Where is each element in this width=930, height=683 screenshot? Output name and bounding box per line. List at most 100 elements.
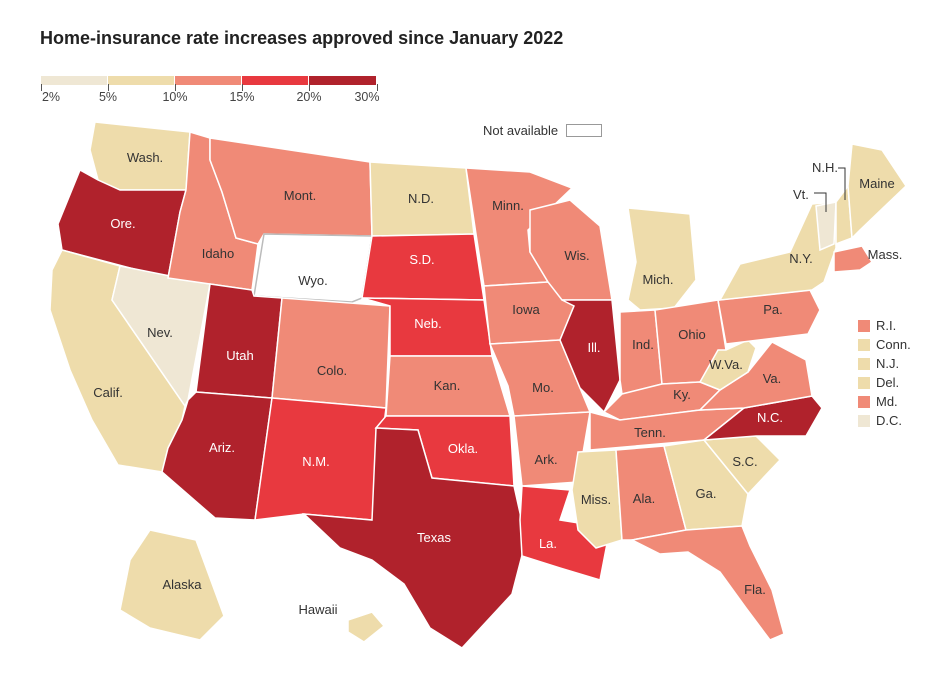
small-state-label: Del. [876,375,900,390]
state-label-me: Maine [859,176,894,191]
state-label-co: Colo. [317,363,347,378]
small-state-label: Md. [876,394,898,409]
state-label-nv: Nev. [147,325,173,340]
state-il [559,299,621,414]
state-label-pa: Pa. [763,302,783,317]
legend-tick-label: 10% [162,90,188,104]
small-state-label: D.C. [876,413,902,428]
state-label-ms: Miss. [581,492,611,507]
state-ut [195,283,283,399]
small-state-swatch [858,377,870,389]
state-fl [629,525,785,641]
legend-bin-5 [309,76,376,85]
small-state-label: Conn. [876,337,911,352]
state-ak [119,529,225,641]
state-label-az: Ariz. [209,440,235,455]
small-state-dc: D.C. [858,413,930,429]
state-wv [698,339,757,391]
state-label-mn: Minn. [492,198,524,213]
legend-tick [108,84,109,91]
map-title: Home-insurance rate increases approved s… [40,28,564,48]
state-label-nc: N.C. [757,410,783,425]
state-ny [718,201,837,301]
state-hi [347,611,386,643]
not-available-swatch [566,124,602,137]
state-label-hi: Hawaii [298,602,337,617]
state-label-wv: W.Va. [709,357,743,372]
state-label-sc: S.C. [732,454,757,469]
small-state-swatch [858,339,870,351]
leader-line [838,167,846,200]
state-label-wy: Wyo. [298,273,328,288]
state-sd [361,233,485,301]
legend-tick-label: 5% [98,90,118,104]
small-state-md: Md. [858,394,930,410]
state-label-la: La. [539,536,557,551]
small-state-label: N.J. [876,356,900,371]
small-state-swatch [858,396,870,408]
legend-tick-label: 15% [229,90,255,104]
small-state-label: R.I. [876,318,897,333]
state-label-tn: Tenn. [634,425,666,440]
legend-tick [377,84,378,91]
legend-bin-3 [175,76,241,85]
legend-bin-2 [108,76,174,85]
small-state-swatch [858,320,870,332]
state-label-va: Va. [763,371,782,386]
state-label-ny: N.Y. [789,251,813,266]
state-tx [301,427,527,649]
state-label-vt: Vt. [793,187,809,202]
state-label-ma: Mass. [868,247,903,262]
small-state-de: Del. [858,375,930,391]
small-state-ri: R.I. [858,318,930,334]
state-label-ut: Utah [226,348,253,363]
state-label-oh: Ohio [678,327,705,342]
state-label-id: Idaho [202,246,235,261]
state-label-ne: Neb. [414,316,441,331]
state-label-nh: N.H. [812,160,838,175]
legend-bin-1 [41,76,107,85]
color-legend: 2% 5% 10% 15% 20% 30% [41,76,380,110]
small-state-nj: N.J. [858,356,930,372]
state-ma [833,245,874,273]
state-label-tx: Texas [417,530,451,545]
legend-tick-label: 2% [41,90,61,104]
small-state-swatch [858,415,870,427]
state-label-nd: N.D. [408,191,434,206]
state-la [519,485,611,581]
state-label-mo: Mo. [532,380,554,395]
state-wy [253,233,373,303]
legend-tick-label: 30% [354,90,380,104]
state-label-sd: S.D. [409,252,434,267]
state-label-or: Ore. [110,216,135,231]
state-label-ks: Kan. [434,378,461,393]
state-label-ar: Ark. [534,452,557,467]
state-label-ia: Iowa [512,302,540,317]
state-label-ok: Okla. [448,441,478,456]
state-vt [815,201,837,252]
not-available-label: Not available [483,123,559,138]
state-label-fl: Fla. [744,582,766,597]
legend-tick [41,84,42,91]
small-state-swatch [858,358,870,370]
state-label-ca: Calif. [93,385,123,400]
state-co [271,297,391,409]
state-ga [663,439,749,531]
state-label-wa: Wash. [127,150,163,165]
state-label-il: Ill. [588,340,601,355]
state-label-ga: Ga. [696,486,717,501]
legend-tick [242,84,243,91]
state-label-in: Ind. [632,337,654,352]
state-label-mt: Mont. [284,188,317,203]
legend-bin-4 [242,76,308,85]
legend-tick-label: 20% [296,90,322,104]
state-label-mi: Mich. [642,272,673,287]
legend-tick [309,84,310,91]
state-mi [627,207,697,311]
state-me [847,143,907,240]
small-state-ct: Conn. [858,337,930,353]
state-label-ak: Alaska [162,577,202,592]
legend-tick [175,84,176,91]
state-label-ky: Ky. [673,387,691,402]
